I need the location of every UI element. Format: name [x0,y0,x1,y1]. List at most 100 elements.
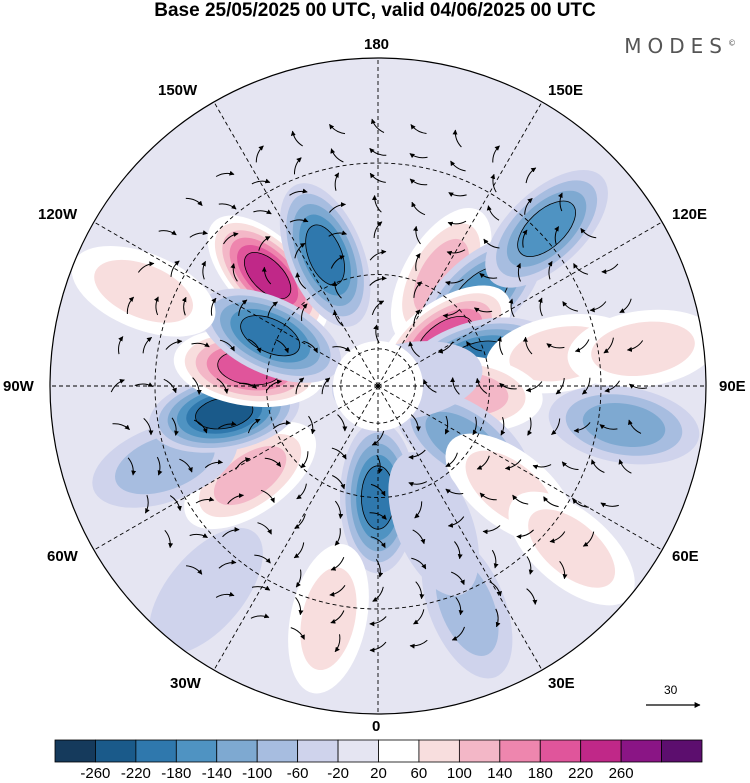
wind-arrow [255,145,264,163]
wind-arrow [118,336,124,355]
wind-arrow [370,118,385,133]
colorbar-swatch [620,739,662,763]
anomaly-contour [591,321,695,377]
wind-arrow [215,591,235,598]
wind-arrow [154,296,159,316]
wind-arrow [448,192,467,197]
wind-arrow [142,337,152,354]
colorbar-tick-label: 220 [568,765,594,782]
wind-arrow [591,459,605,473]
meridian-line [201,385,379,693]
colorbar-tick-label: -260 [80,765,111,782]
wind-arrow [411,557,427,570]
wind-arrow [294,242,306,259]
anomaly-blob [548,385,700,465]
wind-arrow [445,488,464,495]
wind-arrow [508,298,515,318]
wind-arrow [260,489,275,503]
wind-arrow [450,377,460,395]
wind-arrow [527,417,533,436]
wind-arrow [466,341,482,352]
meridian-line [377,209,685,387]
wind-arrow [369,275,387,286]
latitude-circle [266,274,490,498]
wind-arrow [164,529,174,549]
wind-arrow [219,339,235,352]
wind-arrow [486,205,500,221]
wind-arrow [445,278,464,286]
wind-arrow [473,307,493,313]
wind-arrow [532,464,552,470]
wind-arrow [504,459,522,471]
wind-arrow [290,130,303,147]
wind-arrow [334,172,340,191]
anomaly-contour [149,527,263,655]
wind-arrow [189,533,208,539]
wind-arrow [329,202,346,213]
wind-arrow [248,338,262,353]
wind-arrow [561,461,579,470]
anomaly-blob [199,288,341,383]
wind-arrow [582,531,595,547]
latitude-circle [154,162,602,610]
wind-arrow [264,457,282,467]
wind-arrow [475,377,488,395]
wind-arrow [112,423,130,430]
wind-arrow [192,377,202,395]
colorbar-swatch [499,739,541,763]
colorbar-swatch [297,739,339,763]
wind-arrow [223,232,239,245]
wind-arrow [413,609,425,625]
wind-arrow [627,419,642,434]
colorbar-tick-label: 20 [370,765,387,782]
wind-arrow [230,263,238,282]
anomaly-blob [288,543,369,694]
wind-arrow [411,201,426,216]
anomaly-blob [279,183,371,327]
wind-arrow [600,502,619,508]
wind-arrow [372,586,384,602]
wind-arrow [619,298,632,313]
wind-arrow [580,227,597,239]
wind-arrow [408,341,420,358]
wind-arrow [559,560,568,580]
wind-arrow [369,616,387,627]
wind-arrow [290,627,305,640]
wind-arrow [489,581,502,597]
wind-arrow [261,266,272,285]
wind-arrow [516,262,521,282]
wind-arrow [522,229,528,248]
wind-arrow [409,178,428,186]
wind-arrow [603,337,614,354]
wind-arrow [239,382,257,389]
meridian-line [377,79,555,387]
wind-arrow [409,639,428,649]
anomaly-blob [71,246,216,337]
lon-label-30e: 30E [548,675,575,692]
wind-arrow [415,581,425,600]
wind-arrow [127,457,137,476]
wind-arrow [476,455,490,470]
wind-arrow [218,559,237,569]
wind-arrow [573,422,591,433]
wind-arrow [227,493,244,505]
colorbar-swatch [256,739,299,763]
colorbar-tick-label: -20 [327,765,349,782]
wind-arrow [373,221,383,239]
wind-arrow [204,459,223,468]
wind-arrow [479,492,497,501]
anomaly-contour [244,252,292,300]
colorbar-swatch [337,739,379,763]
anomaly-blob [184,422,317,530]
wind-arrow [329,585,346,597]
wind-arrow [337,414,348,432]
wind-arrow [265,379,282,392]
wind-arrow [369,249,387,261]
wind-arrow [296,483,307,500]
wind-arrow [549,531,566,544]
wind-arrow [369,148,387,156]
wind-arrow [289,217,309,223]
wind-arrow [512,494,529,505]
wind-arrow [334,634,341,653]
colorbar-tick-label: -220 [120,765,151,782]
